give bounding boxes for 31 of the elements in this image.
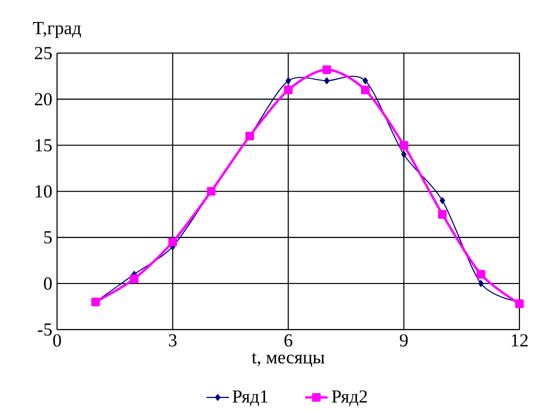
legend-label: Ряд1 <box>232 390 268 406</box>
point <box>322 66 332 74</box>
point <box>476 270 486 279</box>
point <box>438 210 447 219</box>
point <box>168 238 177 246</box>
y-tick-label: -5 <box>38 324 52 336</box>
point <box>360 86 370 94</box>
x-tick-label: 0 <box>53 334 61 347</box>
x-tick-label: 3 <box>168 334 177 347</box>
x-tick-label: 12 <box>512 334 528 346</box>
y-tick-label: 20 <box>34 93 52 106</box>
legend-label: Ряд2 <box>332 390 367 406</box>
point <box>400 141 408 150</box>
x-axis-title: t, месяцы <box>252 353 324 367</box>
x-tick-label: 6 <box>284 334 292 347</box>
point <box>324 77 330 84</box>
point <box>286 77 291 84</box>
point <box>401 151 407 158</box>
x-tick-label: 9 <box>400 334 408 347</box>
y-axis-title: T,град <box>33 22 81 38</box>
y-tick-label: 15 <box>36 139 52 152</box>
point <box>284 86 293 94</box>
point <box>478 280 484 288</box>
y-tick-label: 10 <box>36 185 52 198</box>
y-tick-label: 0 <box>44 277 52 290</box>
point <box>440 197 446 204</box>
point <box>130 274 138 284</box>
y-tick-label: 25 <box>34 47 52 60</box>
y-tick-label: 5 <box>44 231 52 244</box>
point <box>515 300 524 308</box>
point <box>362 77 368 84</box>
